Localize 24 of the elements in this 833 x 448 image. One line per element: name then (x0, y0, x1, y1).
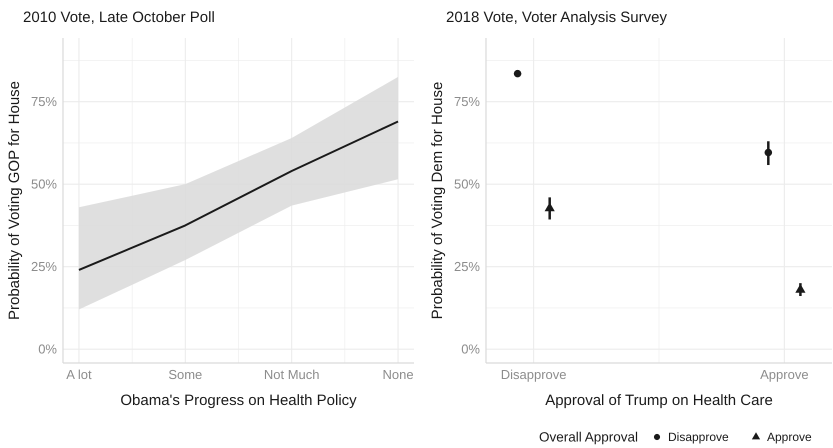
legend-label: Disapprove (668, 430, 730, 444)
y-tick-label: 0% (461, 342, 480, 357)
x-tick-label: Disapprove (500, 367, 567, 382)
y-axis-title: Probability of Voting Dem for House (429, 82, 446, 320)
y-tick-label: 50% (454, 176, 480, 192)
chart-title: 2018 Vote, Voter Analysis Survey (446, 9, 668, 26)
y-tick-label: 25% (30, 259, 58, 274)
x-tick-label: None (382, 367, 414, 382)
y-tick-label: 50% (30, 176, 58, 192)
y-tick-label: 75% (454, 94, 480, 110)
x-axis-title: Obama's Progress on Health Policy (120, 392, 358, 409)
x-tick-label: A lot (66, 367, 92, 382)
legend-title: Overall Approval (539, 430, 638, 445)
x-tick-label: Not Much (264, 367, 320, 382)
y-tick-label: 0% (38, 342, 58, 357)
y-tick-label: 25% (454, 259, 480, 274)
y-tick-label: 75% (30, 94, 58, 110)
x-tick-label: Some (168, 367, 202, 382)
legend-label: Approve (767, 430, 812, 444)
y-axis-title: Probability of Voting GOP for House (6, 80, 23, 320)
line-series (78, 120, 400, 271)
x-axis-title: Approval of Trump on Health Care (545, 392, 773, 409)
chart-title: 2010 Vote, Late October Poll (23, 9, 215, 26)
x-tick-label: Approve (760, 367, 809, 382)
